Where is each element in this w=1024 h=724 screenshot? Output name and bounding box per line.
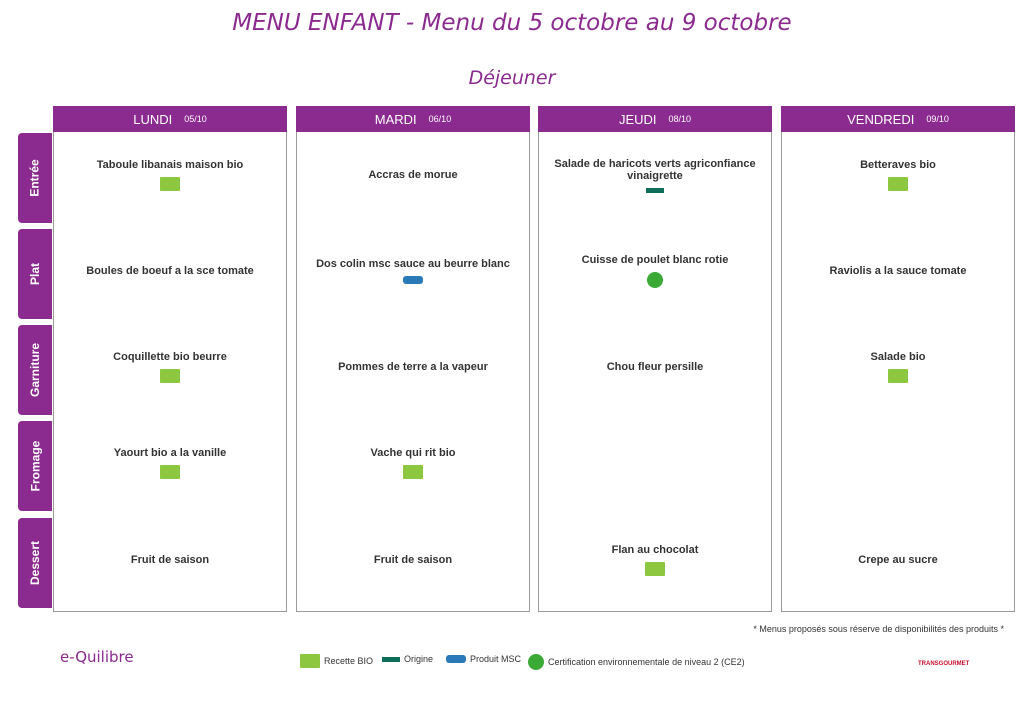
day-column [781,132,1015,612]
menu-item-text: Yaourt bio a la vanille [113,447,227,459]
menu-item: Chou fleur persille [538,325,772,409]
day-header: LUNDI 05/10 [53,106,287,132]
legend-item: Recette BIO [300,654,373,668]
menu-item-text: Accras de morue [368,169,458,181]
row-label-text: Entrée [28,159,43,197]
menu-item-text: Chou fleur persille [606,361,704,373]
menu-item-text: Fruit de saison [373,554,453,566]
icon-bio [160,465,180,479]
menu-item: Coquillette bio beurre [53,325,287,409]
menu-item: Salade bio [781,325,1015,409]
icon-ce2 [647,272,663,288]
day-column [53,132,287,612]
legend-item: Certification environnementale de niveau… [528,654,745,670]
menu-item: Dos colin msc sauce au beurre blanc [296,229,530,313]
day-date: 05/10 [184,114,207,124]
legend-icon [446,655,466,663]
brand-logo: e-Quilibre [60,648,134,666]
menu-item: Fruit de saison [53,518,287,602]
menu-item: Betteraves bio [781,133,1015,217]
menu-item-text: Flan au chocolat [611,544,699,556]
menu-item-text: Pommes de terre a la vapeur [338,361,488,373]
legend-icon [300,654,320,668]
row-label: Fromage [18,421,52,511]
day-name: LUNDI [133,111,173,127]
day-date: 06/10 [428,114,452,124]
day-column [296,132,530,612]
legend-icon [382,656,400,662]
menu-item-text: Betteraves bio [860,159,936,171]
icon-msc [403,276,423,284]
menu-item-text: Salade de haricots verts agriconfiance v… [554,157,756,182]
icon-origine [646,187,664,193]
row-label-text: Dessert [28,540,42,586]
menu-item: Yaourt bio a la vanille [53,421,287,505]
menu-item: Pommes de terre a la vapeur [296,325,530,409]
menu-item-text: Coquillette bio beurre [113,351,227,363]
menu-item-text: Taboule libanais maison bio [96,159,244,171]
day-name: JEUDI [618,111,657,127]
icon-bio [888,369,908,383]
row-label: Entrée [18,133,52,223]
legend-label: Produit MSC [470,654,522,664]
day-date: 08/10 [668,114,692,124]
menu-item-text: Crepe au sucre [858,554,938,566]
menu-item: Raviolis a la sauce tomate [781,229,1015,313]
day-header: VENDREDI 09/10 [781,106,1015,132]
menu-item-text: Fruit de saison [130,554,210,566]
icon-bio [403,465,423,479]
legend-item: Origine [382,654,433,664]
icon-bio [160,369,180,383]
day-header: JEUDI 08/10 [538,106,772,132]
partner-logo: TRANSGOURMET [918,661,970,667]
menu-item: Fruit de saison [296,518,530,602]
legend-item: Produit MSC [446,654,521,664]
legend-label: Certification environnementale de niveau… [548,657,745,667]
menu-item-text: Salade bio [870,351,926,363]
menu-item-text: Boules de boeuf a la sce tomate [86,265,254,277]
legend-icon [528,654,544,670]
menu-item-text: Cuisse de poulet blanc rotie [581,254,729,266]
icon-bio [888,177,908,191]
subtitle: Déjeuner [468,67,556,89]
row-label-text: Plat [27,262,42,286]
day-column [538,132,772,612]
menu-item: Boules de boeuf a la sce tomate [53,229,287,313]
row-label-text: Fromage [28,440,42,492]
menu-item: Cuisse de poulet blanc rotie [538,229,772,313]
menu-item-text: Raviolis a la sauce tomate [829,265,967,277]
menu-item: Salade de haricots verts agriconfiance v… [538,133,772,217]
row-label-text: Garniture [28,342,43,398]
icon-bio [645,562,665,576]
row-label: Plat [18,229,52,319]
icon-bio [160,177,180,191]
menu-item: Taboule libanais maison bio [53,133,287,217]
title: MENU ENFANT - Menu du 5 octobre au 9 oct… [232,10,792,36]
row-label: Garniture [18,325,52,415]
menu-item: Crepe au sucre [781,518,1015,602]
menu-item: Flan au chocolat [538,518,772,602]
menu-item-text: Vache qui rit bio [370,447,456,459]
legend-label: Recette BIO [324,656,374,666]
menu-item-text: Dos colin msc sauce au beurre blanc [316,258,510,270]
footnote: * Menus proposés sous réserve de disponi… [753,624,1004,634]
day-name: MARDI [374,111,417,127]
menu-item: Vache qui rit bio [296,421,530,505]
menu-item: Accras de morue [296,133,530,217]
row-label: Dessert [18,518,52,608]
legend-label: Origine [404,654,434,664]
day-name: VENDREDI [847,111,915,127]
day-header: MARDI 06/10 [296,106,530,132]
day-date: 09/10 [926,114,949,124]
